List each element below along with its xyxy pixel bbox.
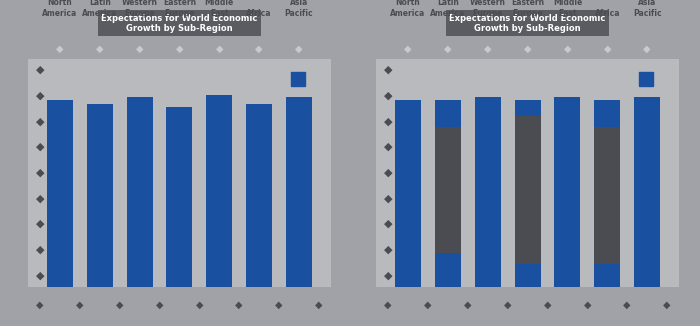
Text: ◆: ◆ <box>36 142 44 152</box>
Text: ◆: ◆ <box>235 300 243 310</box>
Bar <box>475 97 500 287</box>
Text: ◆: ◆ <box>295 44 302 54</box>
Text: Africa: Africa <box>594 8 620 18</box>
Text: ◆: ◆ <box>384 116 393 126</box>
Text: ◆: ◆ <box>584 300 591 310</box>
Text: Asia
Pacific: Asia Pacific <box>285 0 313 18</box>
Text: ◆: ◆ <box>315 300 323 310</box>
Text: ◆: ◆ <box>384 219 393 229</box>
Text: ◆: ◆ <box>384 142 393 152</box>
Bar <box>167 107 193 287</box>
Text: ◆: ◆ <box>36 300 43 310</box>
Text: Western
Europe: Western Europe <box>470 0 506 18</box>
Bar <box>639 72 653 86</box>
Bar <box>634 97 660 287</box>
Text: ◆: ◆ <box>136 44 144 54</box>
Bar <box>554 97 580 287</box>
Text: North
America: North America <box>391 0 426 18</box>
Text: ◆: ◆ <box>384 245 393 255</box>
Text: ◆: ◆ <box>155 300 163 310</box>
Text: ◆: ◆ <box>405 44 412 54</box>
Bar <box>206 95 232 287</box>
Text: Western
Europe: Western Europe <box>122 0 158 18</box>
Text: ◆: ◆ <box>216 44 223 54</box>
Text: ◆: ◆ <box>195 300 203 310</box>
Title: Expectations for World Economic
Growth by Sub-Region: Expectations for World Economic Growth b… <box>449 13 606 33</box>
Text: ◆: ◆ <box>384 271 393 280</box>
Text: ◆: ◆ <box>384 91 393 101</box>
Text: ◆: ◆ <box>464 300 472 310</box>
Text: ◆: ◆ <box>56 44 64 54</box>
Bar <box>246 104 272 287</box>
Bar <box>435 127 461 253</box>
Bar <box>435 100 461 287</box>
Text: ◆: ◆ <box>603 44 611 54</box>
Text: ◆: ◆ <box>36 65 44 75</box>
Text: ◆: ◆ <box>36 91 44 101</box>
Bar <box>87 104 113 287</box>
Text: ◆: ◆ <box>564 44 571 54</box>
Text: Asia
Pacific: Asia Pacific <box>633 0 662 18</box>
Text: Latin
America: Latin America <box>430 0 466 18</box>
Text: North
America: North America <box>42 0 78 18</box>
Text: ◆: ◆ <box>524 44 531 54</box>
Text: ◆: ◆ <box>36 245 44 255</box>
Text: ◆: ◆ <box>36 219 44 229</box>
Text: ◆: ◆ <box>36 168 44 178</box>
Text: ◆: ◆ <box>36 271 44 280</box>
Text: ◆: ◆ <box>444 44 452 54</box>
Text: Eastern
Europe: Eastern Europe <box>163 0 196 18</box>
Text: ◆: ◆ <box>643 44 651 54</box>
Text: ◆: ◆ <box>424 300 432 310</box>
Text: ◆: ◆ <box>384 168 393 178</box>
Text: ◆: ◆ <box>624 300 631 310</box>
Text: ◆: ◆ <box>384 193 393 203</box>
Bar <box>514 100 540 287</box>
Text: ◆: ◆ <box>484 44 491 54</box>
Text: ◆: ◆ <box>384 65 393 75</box>
Text: ◆: ◆ <box>504 300 512 310</box>
Text: Middle
East: Middle East <box>553 0 582 18</box>
Bar <box>395 100 421 287</box>
Text: ◆: ◆ <box>544 300 552 310</box>
Text: ◆: ◆ <box>176 44 183 54</box>
Text: ◆: ◆ <box>116 300 123 310</box>
Title: Expectations for World Economic
Growth by Sub-Region: Expectations for World Economic Growth b… <box>102 13 258 33</box>
Text: ◆: ◆ <box>96 44 104 54</box>
Bar <box>291 72 305 86</box>
Text: Latin
America: Latin America <box>82 0 118 18</box>
Text: ◆: ◆ <box>36 193 44 203</box>
Text: Africa: Africa <box>246 8 272 18</box>
Text: ◆: ◆ <box>384 300 392 310</box>
Text: ◆: ◆ <box>36 116 44 126</box>
Text: ◆: ◆ <box>76 300 83 310</box>
Bar <box>594 100 620 287</box>
Text: ◆: ◆ <box>664 300 671 310</box>
Bar <box>514 116 540 264</box>
Text: Eastern
Europe: Eastern Europe <box>511 0 544 18</box>
Bar <box>594 127 620 264</box>
Bar <box>127 97 153 287</box>
Text: ◆: ◆ <box>256 44 262 54</box>
Bar <box>47 100 73 287</box>
Text: Middle
East: Middle East <box>204 0 234 18</box>
Text: ◆: ◆ <box>275 300 283 310</box>
Bar <box>286 97 312 287</box>
